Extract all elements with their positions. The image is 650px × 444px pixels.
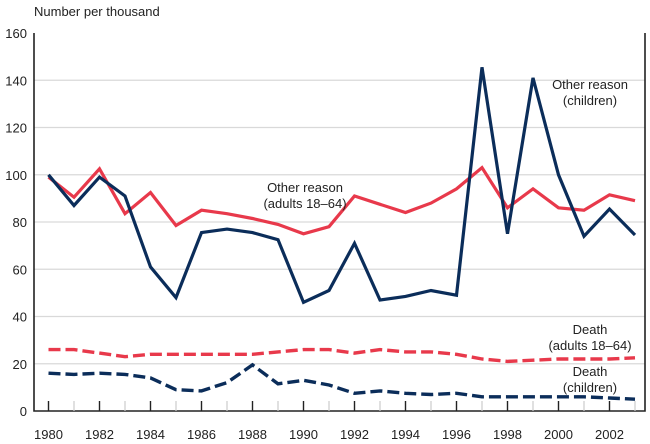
- series-label: Death: [573, 364, 608, 379]
- x-tick-label: 1994: [391, 427, 420, 442]
- x-tick-label: 1988: [238, 427, 267, 442]
- y-tick-label: 100: [5, 168, 27, 183]
- x-tick-label: 1990: [289, 427, 318, 442]
- series-label: Other reason: [552, 77, 628, 92]
- x-tick-label: 1998: [493, 427, 522, 442]
- series-label: Other reason: [267, 180, 343, 195]
- x-axis-ticks: [47, 401, 636, 411]
- x-tick-label: 1996: [442, 427, 471, 442]
- y-axis-title: Number per thousand: [34, 4, 160, 19]
- x-tick-label: 2002: [595, 427, 624, 442]
- gridlines: [34, 79, 645, 365]
- series-group: [47, 67, 637, 401]
- series-label: (adults 18–64): [263, 196, 346, 211]
- series-label: (children): [563, 93, 617, 108]
- y-tick-label: 160: [5, 26, 27, 41]
- x-tick-label: 2000: [544, 427, 573, 442]
- y-axis-tick-labels: 0 20 40 60 80 100 120 140 160: [5, 26, 27, 419]
- x-tick-label: 1986: [187, 427, 216, 442]
- series-line-death-adults-18-64: [48, 347, 636, 364]
- axis-frame: [33, 33, 646, 412]
- plot-frame: [33, 33, 646, 412]
- y-tick-label: 0: [20, 404, 27, 419]
- y-tick-label: 40: [13, 310, 27, 325]
- y-tick-label: 60: [13, 262, 27, 277]
- series-line-death-children: [48, 362, 636, 401]
- series-labels: Other reason(adults 18–64)Other reason(c…: [263, 77, 631, 395]
- y-tick-label: 80: [13, 215, 27, 230]
- x-tick-label: 1992: [340, 427, 369, 442]
- series-label: (adults 18–64): [548, 338, 631, 353]
- x-tick-label: 1982: [85, 427, 114, 442]
- series-label: Death: [573, 322, 608, 337]
- x-axis-tick-labels: 1980 1982 1984 1986 1988 1990 1992 1994 1996 1998…: [34, 427, 624, 442]
- y-tick-label: 140: [5, 73, 27, 88]
- series-line-other-reason-adults-18-64: [47, 165, 636, 236]
- x-tick-label: 1980: [34, 427, 63, 442]
- y-tick-label: 120: [5, 121, 27, 136]
- series-line-other-reason-children: [47, 67, 637, 305]
- x-tick-label: 1984: [136, 427, 165, 442]
- series-label: (children): [563, 380, 617, 395]
- y-tick-label: 20: [13, 357, 27, 372]
